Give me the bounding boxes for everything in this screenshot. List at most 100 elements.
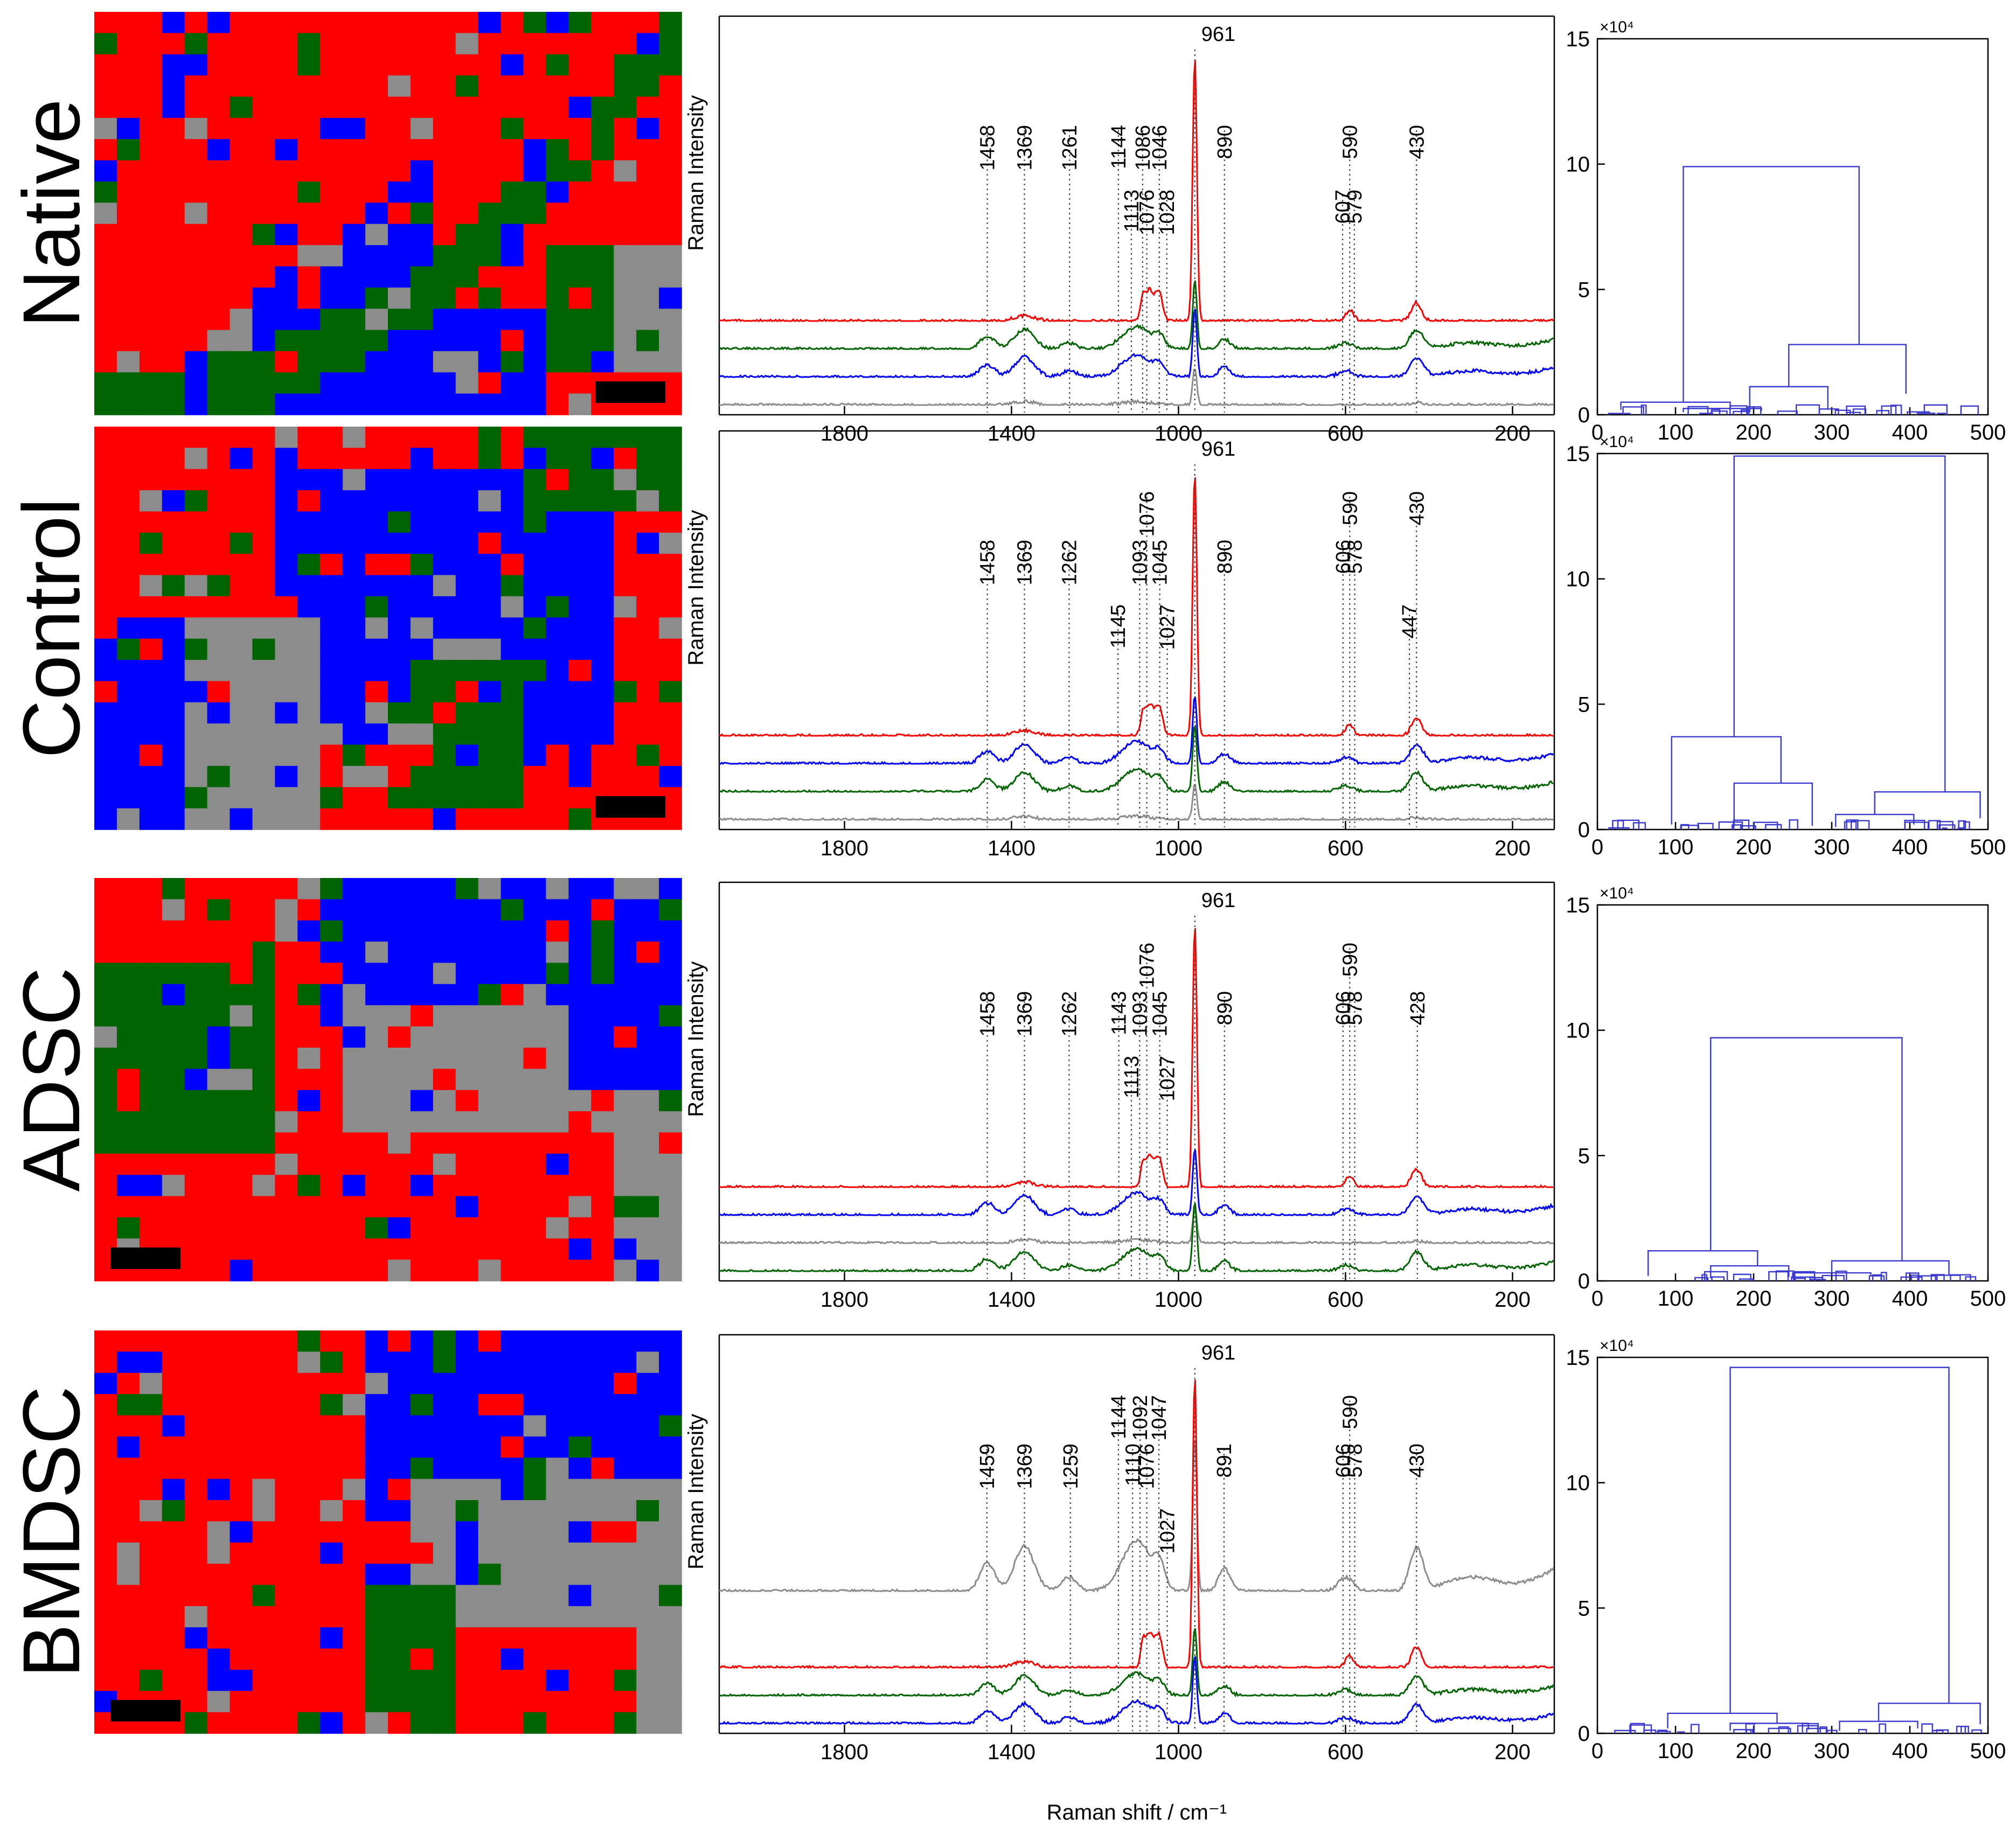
- map-pixel: [388, 12, 411, 34]
- map-pixel: [116, 1394, 140, 1416]
- map-pixel: [116, 681, 140, 703]
- map-pixel: [636, 117, 659, 140]
- map-pixel: [252, 723, 276, 745]
- map-pixel: [591, 638, 615, 660]
- map-pixel: [252, 1394, 276, 1416]
- map-pixel: [207, 942, 231, 964]
- map-pixel: [500, 702, 524, 724]
- map-pixel: [139, 984, 163, 1006]
- map-pixel: [230, 469, 253, 491]
- map-pixel: [568, 1259, 592, 1281]
- map-pixel: [94, 1090, 117, 1112]
- map-pixel: [320, 1712, 343, 1734]
- map-pixel: [343, 1542, 366, 1564]
- map-pixel: [410, 1196, 434, 1218]
- map-pixel: [207, 245, 231, 267]
- map-pixel: [365, 1436, 388, 1459]
- map-pixel: [614, 1047, 637, 1070]
- map-pixel: [230, 723, 253, 745]
- map-pixel: [433, 245, 456, 267]
- dendrogram-leaf: [1740, 825, 1756, 830]
- map-pixel: [636, 1585, 659, 1607]
- map-pixel: [478, 490, 502, 512]
- peak-label: 1076: [1136, 491, 1159, 537]
- map-pixel: [433, 287, 456, 309]
- map-pixel: [184, 1436, 208, 1459]
- map-pixel: [139, 723, 163, 745]
- map-pixel: [478, 1606, 502, 1628]
- map-pixel: [523, 1479, 547, 1501]
- map-pixel: [636, 245, 659, 267]
- map-pixel: [207, 1153, 231, 1175]
- dendrogram-x-tick-label: 500: [1970, 421, 2006, 444]
- map-pixel: [184, 1111, 208, 1133]
- map-pixel: [546, 372, 569, 394]
- map-pixel: [614, 224, 637, 246]
- map-pixel: [116, 139, 140, 161]
- map-pixel: [546, 160, 569, 182]
- map-pixel: [275, 1238, 298, 1260]
- map-pixel: [500, 1585, 524, 1607]
- map-pixel: [478, 702, 502, 724]
- map-pixel: [500, 1153, 524, 1175]
- map-pixel: [659, 351, 682, 373]
- map-pixel: [614, 33, 637, 55]
- map-pixel: [207, 75, 231, 97]
- map-pixel: [388, 702, 411, 724]
- map-pixel: [343, 1069, 366, 1091]
- map-pixel: [410, 1175, 434, 1197]
- map-pixel: [523, 1351, 547, 1374]
- map-pixel: [275, 1521, 298, 1543]
- map-pixel: [568, 1069, 592, 1091]
- dendrogram-x-tick-label: 400: [1892, 835, 1928, 859]
- map-pixel: [116, 808, 140, 830]
- map-pixel: [478, 351, 502, 373]
- dendrogram-leaf: [1923, 404, 1948, 415]
- map-pixel: [320, 490, 343, 512]
- map-pixel: [365, 1153, 388, 1175]
- map-pixel: [139, 1648, 163, 1670]
- map-pixel: [252, 1047, 276, 1070]
- map-pixel: [320, 372, 343, 394]
- map-pixel: [207, 1585, 231, 1607]
- map-pixel: [343, 33, 366, 55]
- map-pixel: [94, 181, 117, 204]
- map-pixel: [343, 1564, 366, 1586]
- dendrogram-y-tick-label: 0: [1578, 1270, 1590, 1293]
- map-pixel: [365, 490, 388, 512]
- map-pixel: [523, 511, 547, 533]
- map-pixel: [500, 1196, 524, 1218]
- map-pixel: [500, 1648, 524, 1670]
- map-pixel: [591, 1542, 615, 1564]
- dendrogram-leaf: [1796, 404, 1820, 415]
- peak-label: 579: [1344, 190, 1366, 224]
- map-pixel: [116, 1627, 140, 1649]
- dendrogram-leaf: [1794, 1271, 1816, 1281]
- map-pixel: [500, 1351, 524, 1374]
- map-pixel: [94, 554, 117, 576]
- map-pixel: [568, 54, 592, 76]
- map-pixel: [162, 1458, 185, 1480]
- spectra-x-tick-label: 600: [1327, 1740, 1364, 1764]
- map-pixel: [252, 1564, 276, 1586]
- map-pixel: [614, 1238, 637, 1260]
- map-pixel: [591, 1394, 615, 1416]
- map-pixel: [139, 1196, 163, 1218]
- map-pixel: [568, 1217, 592, 1239]
- map-pixel: [591, 723, 615, 745]
- map-pixel: [139, 1330, 163, 1353]
- map-pixel: [614, 1669, 637, 1692]
- map-pixel: [207, 808, 231, 830]
- map-pixel: [455, 287, 479, 309]
- map-pixel: [388, 1415, 411, 1437]
- peak-label: 1086: [1132, 125, 1155, 171]
- peak-label: 1259: [1060, 1444, 1082, 1489]
- map-pixel: [546, 511, 569, 533]
- map-pixel: [184, 12, 208, 34]
- map-pixel: [523, 808, 547, 830]
- map-pixel: [230, 1500, 253, 1522]
- map-pixel: [94, 12, 117, 34]
- map-pixel: [455, 765, 479, 788]
- dendrogram-x-tick-label: 100: [1658, 421, 1694, 444]
- map-pixel: [546, 1047, 569, 1070]
